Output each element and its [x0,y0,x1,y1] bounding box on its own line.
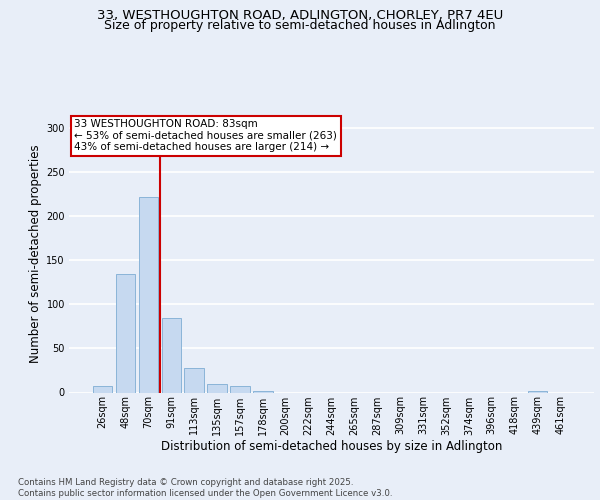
Bar [528,390,547,392]
Bar [230,386,250,392]
Bar [93,386,112,392]
Bar [161,318,181,392]
Bar [208,384,227,392]
Bar [139,197,158,392]
Y-axis label: Number of semi-detached properties: Number of semi-detached properties [29,144,42,363]
Text: 33 WESTHOUGHTON ROAD: 83sqm
← 53% of semi-detached houses are smaller (263)
43% : 33 WESTHOUGHTON ROAD: 83sqm ← 53% of sem… [74,119,337,152]
Text: Size of property relative to semi-detached houses in Adlington: Size of property relative to semi-detach… [104,19,496,32]
Text: 33, WESTHOUGHTON ROAD, ADLINGTON, CHORLEY, PR7 4EU: 33, WESTHOUGHTON ROAD, ADLINGTON, CHORLE… [97,9,503,22]
X-axis label: Distribution of semi-detached houses by size in Adlington: Distribution of semi-detached houses by … [161,440,502,454]
Bar [184,368,204,392]
Bar [253,390,272,392]
Text: Contains HM Land Registry data © Crown copyright and database right 2025.
Contai: Contains HM Land Registry data © Crown c… [18,478,392,498]
Bar [116,274,135,392]
